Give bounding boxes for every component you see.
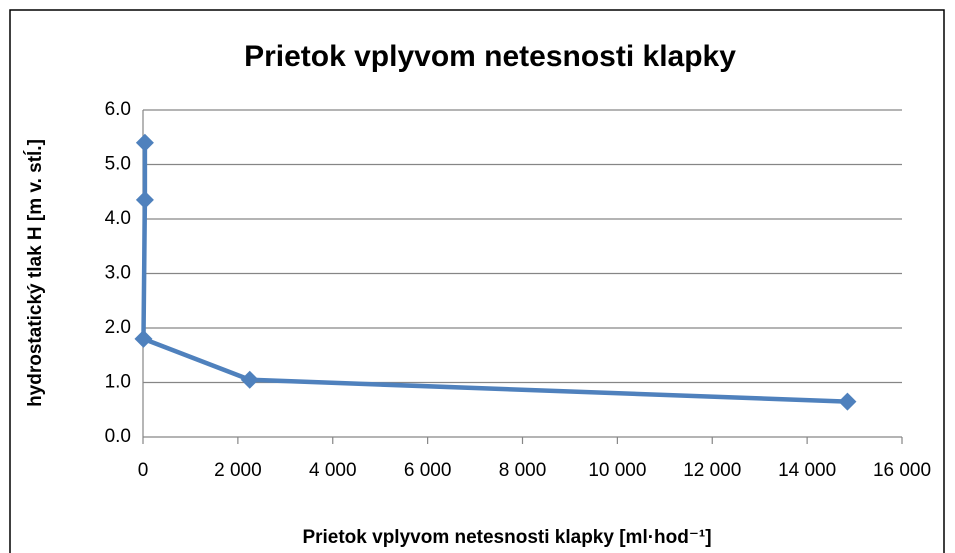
y-tick-label: 5.0 xyxy=(105,154,131,175)
y-tick-label: 6.0 xyxy=(105,99,131,120)
y-tick-label: 1.0 xyxy=(105,372,131,393)
y-tick-label: 2.0 xyxy=(105,317,131,338)
y-tick-label: 3.0 xyxy=(105,263,131,284)
chart-title: Prietok vplyvom netesnosti klapky xyxy=(244,40,736,73)
y-tick-label: 0.0 xyxy=(105,426,131,447)
data-point xyxy=(135,133,154,152)
x-tick-label: 6 000 xyxy=(404,460,452,481)
x-tick-label: 12 000 xyxy=(683,460,741,481)
data-point xyxy=(135,190,154,209)
x-tick-label: 14 000 xyxy=(778,460,836,481)
x-axis-label: Prietok vplyvom netesnosti klapky [ml·ho… xyxy=(302,527,711,548)
x-tick-label: 4 000 xyxy=(309,460,357,481)
x-tick-label: 2 000 xyxy=(214,460,262,481)
data-point xyxy=(240,370,259,389)
x-tick-label: 8 000 xyxy=(499,460,547,481)
y-tick-label: 4.0 xyxy=(105,208,131,229)
x-tick-label: 10 000 xyxy=(588,460,646,481)
chart-frame xyxy=(9,9,945,553)
data-point xyxy=(134,329,153,348)
y-axis-label: hydrostatický tlak H [m v. stĺ.] xyxy=(24,139,46,407)
x-tick-label: 16 000 xyxy=(873,460,931,481)
x-tick-label: 0 xyxy=(138,460,149,481)
data-point xyxy=(838,392,857,411)
